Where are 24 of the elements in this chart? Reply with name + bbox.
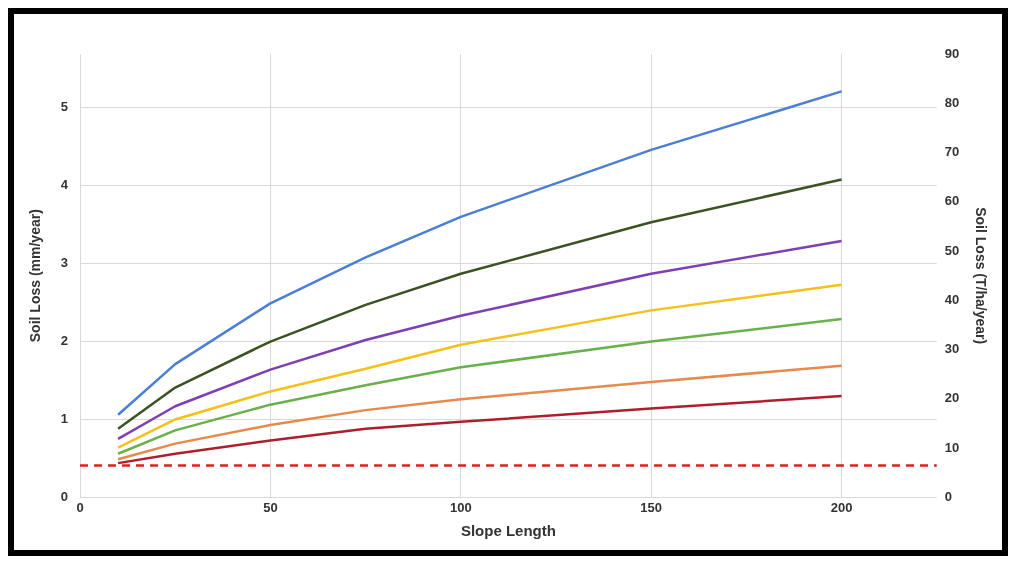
y-tick-label: 1 [60,411,69,427]
y-tick-label: 0 [60,488,69,504]
y-tick-label: 2 [60,333,69,349]
y2-tick-label: 40 [944,291,960,307]
x-tick-label: 0 [76,499,84,515]
y2-tick-label: 50 [944,242,960,258]
y2-tick-label: 70 [944,144,960,160]
x-tick-label: 50 [263,499,278,515]
y2-tick-label: 20 [944,390,960,406]
y2-axis-title: Soil Loss (T/ha/year) [972,207,989,345]
x-axis-title: Slope Length [460,522,556,540]
y-tick-label: 5 [60,99,69,115]
x-tick-label: 100 [449,499,472,515]
y2-tick-label: 80 [944,94,960,110]
y2-tick-label: 10 [944,439,960,455]
x-tick-label: 150 [640,499,663,515]
y2-tick-label: 60 [944,193,960,209]
y-axis-title: Soil Loss (mm/year) [27,209,44,343]
y2-tick-label: 90 [944,45,960,61]
y-tick-label: 4 [60,177,69,193]
y2-tick-label: 0 [944,488,952,504]
y2-tick-label: 30 [944,341,960,357]
y-tick-label: 3 [60,255,69,271]
x-tick-label: 200 [830,499,853,515]
